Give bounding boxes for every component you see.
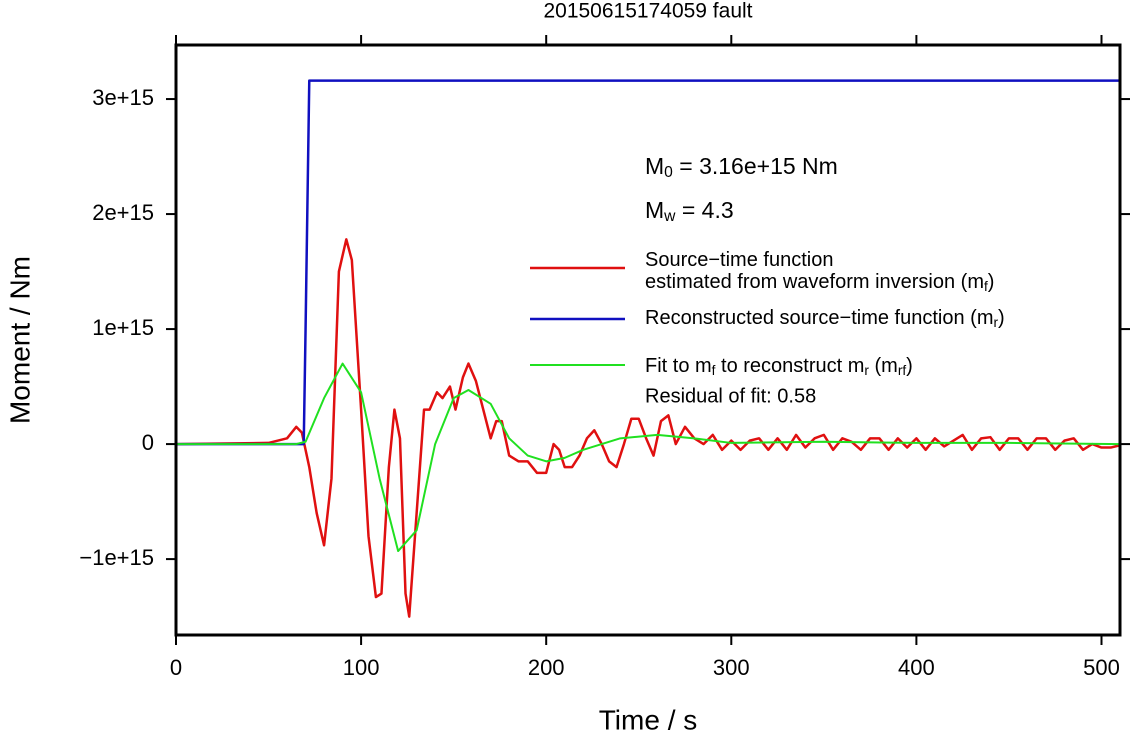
text-part: ) bbox=[906, 355, 913, 377]
text-part: estimated from waveform inversion (m bbox=[645, 271, 984, 293]
y-tick-label: 0 bbox=[142, 430, 154, 455]
subscript: 0 bbox=[664, 164, 673, 181]
text-part: Source−time function bbox=[645, 249, 833, 271]
legend-label: estimated from waveform inversion (mf) bbox=[645, 271, 994, 294]
x-tick-label: 0 bbox=[170, 655, 182, 680]
y-tick-label: −1e+15 bbox=[79, 545, 154, 570]
text-part: = 3.16e+15 Nm bbox=[673, 153, 838, 179]
text-part: Fit to m bbox=[645, 355, 712, 377]
y-axis-label: Moment / Nm bbox=[4, 256, 35, 424]
series-line bbox=[176, 362, 1121, 553]
plot-frame bbox=[174, 43, 1122, 637]
text-part: (m bbox=[869, 355, 898, 377]
subscript: f bbox=[712, 363, 716, 378]
y-tick-label: 3e+15 bbox=[92, 85, 154, 110]
y-tick-label: 1e+15 bbox=[92, 315, 154, 340]
text-part: M bbox=[645, 153, 664, 179]
subscript: rf bbox=[898, 363, 907, 378]
text-part: ) bbox=[998, 307, 1005, 329]
chart-title: 20150615174059 fault bbox=[543, 0, 752, 23]
y-tick-label: 2e+15 bbox=[92, 200, 154, 225]
subscript: w bbox=[663, 208, 676, 225]
subscript: r bbox=[864, 363, 869, 378]
x-tick-label: 400 bbox=[898, 655, 935, 680]
note: Residual of fit: 0.58 bbox=[645, 385, 816, 407]
series-line bbox=[175, 238, 1121, 618]
annotation: M0 = 3.16e+15 Nm bbox=[645, 153, 838, 181]
x-tick-label: 500 bbox=[1083, 655, 1120, 680]
text-part: Reconstructed source−time function (m bbox=[645, 307, 994, 329]
x-tick-label: 200 bbox=[528, 655, 565, 680]
text-part: M bbox=[645, 197, 664, 223]
text-part: = 4.3 bbox=[675, 197, 733, 223]
x-tick-label: 300 bbox=[713, 655, 750, 680]
x-axis-label: Time / s bbox=[599, 704, 698, 735]
legend-label: Fit to mf to reconstruct mr (mrf) bbox=[645, 355, 913, 378]
annotation: Mw = 4.3 bbox=[645, 197, 734, 225]
text-part: ) bbox=[988, 271, 995, 293]
text-part: to reconstruct m bbox=[715, 355, 864, 377]
legend-label: Source−time function bbox=[645, 249, 833, 271]
subscript: f bbox=[984, 279, 988, 294]
legend-label: Reconstructed source−time function (mr) bbox=[645, 307, 1005, 330]
x-tick-label: 100 bbox=[343, 655, 380, 680]
subscript: r bbox=[994, 315, 999, 330]
